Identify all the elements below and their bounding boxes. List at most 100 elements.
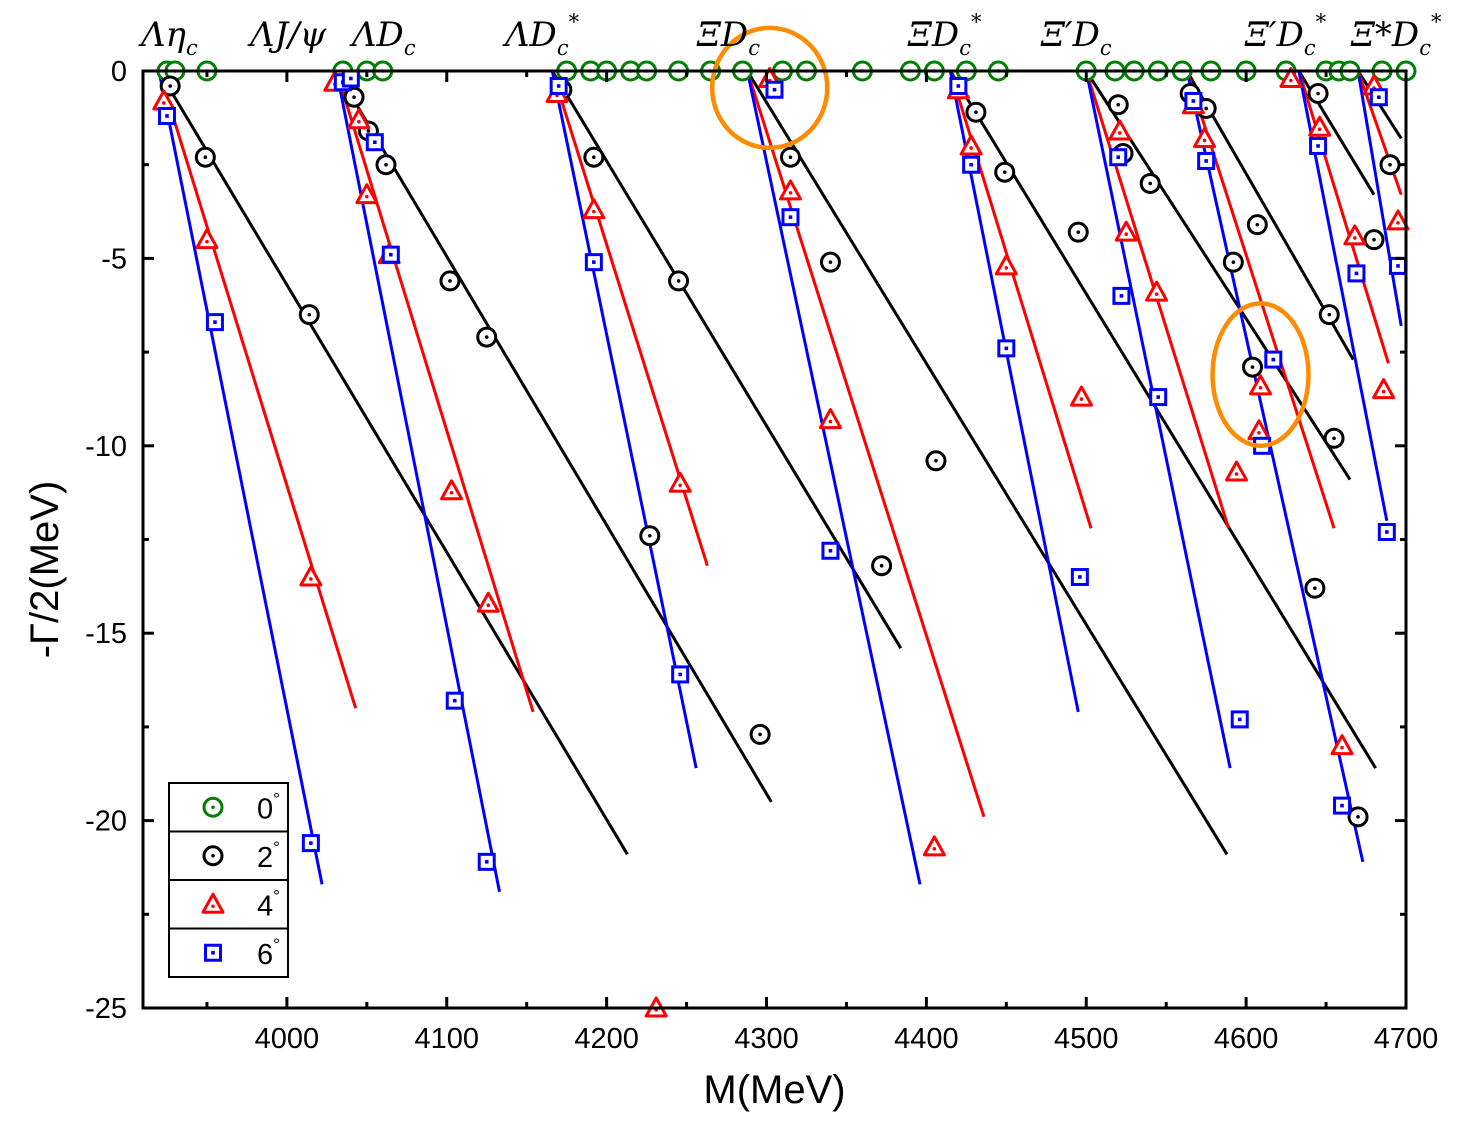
fit-line — [157, 70, 324, 885]
data-point-dot — [1116, 155, 1121, 160]
data-point-dot — [203, 155, 208, 160]
data-point — [1249, 374, 1273, 396]
data-point-dot — [373, 140, 377, 145]
fit-line — [1084, 70, 1232, 769]
data-point-dot — [828, 548, 833, 553]
data-point — [347, 108, 371, 130]
data-point-dot — [828, 419, 833, 424]
y-tick-label: -15 — [85, 618, 127, 650]
data-point-dot — [352, 95, 356, 100]
plot-frame — [141, 69, 1408, 1010]
fit-line — [745, 70, 922, 885]
data-point-dot — [1078, 575, 1082, 579]
x-tick-label: 4500 — [1054, 1023, 1119, 1055]
data-point-dot — [1079, 397, 1084, 401]
data-point-dot — [1381, 389, 1386, 394]
data-point — [476, 591, 500, 613]
data-point-dot — [1237, 717, 1242, 722]
data-point-dot — [1271, 357, 1276, 362]
fit-line — [948, 70, 1080, 713]
data-point-dot — [349, 76, 353, 81]
data-point-dot — [879, 563, 884, 568]
data-point-dot — [1332, 436, 1336, 441]
data-point-dot — [676, 279, 681, 283]
legend-label: 6° — [257, 935, 280, 971]
data-point-dot — [1191, 99, 1196, 103]
threshold-label: ΛDc — [349, 15, 416, 60]
fit-line — [550, 70, 903, 649]
data-point-dot — [1396, 264, 1400, 268]
legend-label: 0° — [257, 789, 280, 825]
data-point-dot — [1076, 230, 1081, 234]
data-point — [778, 179, 802, 201]
y-tick-label: -20 — [85, 806, 127, 838]
data-point-dot — [1353, 236, 1357, 240]
data-point-dot — [1354, 271, 1359, 276]
threshold-label: ΛDc* — [502, 10, 580, 60]
x-axis-title: M(MeV) — [703, 1068, 845, 1112]
data-point-dot — [1202, 138, 1207, 143]
y-tick-label: -10 — [85, 431, 127, 463]
data-point — [440, 479, 464, 501]
data-point-dot — [309, 841, 313, 845]
data-point-dot — [974, 110, 978, 115]
data-point-dot — [1396, 221, 1400, 225]
y-tick-label: -5 — [101, 243, 127, 275]
data-point-dot — [788, 191, 793, 195]
data-point-dot — [484, 860, 489, 864]
legend-marker-dot — [211, 904, 215, 909]
data-point-dot — [678, 672, 682, 677]
data-point-dot — [1289, 78, 1293, 83]
data-point — [1279, 66, 1303, 88]
data-point — [1145, 280, 1169, 302]
data-point-dot — [1118, 131, 1122, 135]
fit-line — [157, 70, 629, 856]
fit-line — [335, 70, 773, 803]
data-point-dot — [1258, 386, 1263, 390]
fit-line — [550, 70, 698, 769]
threshold-label: ΞDc* — [907, 10, 982, 60]
data-point — [818, 408, 842, 430]
data-point-dot — [934, 458, 938, 463]
data-point-dot — [1257, 431, 1261, 435]
data-point-dot — [448, 279, 452, 283]
data-point-dot — [788, 155, 793, 160]
data-point-dot — [1234, 472, 1239, 476]
data-point-dot — [205, 239, 209, 244]
data-point-dot — [1119, 294, 1124, 298]
data-point-dot — [956, 84, 961, 88]
data-point-dot — [384, 162, 388, 167]
data-point — [1343, 224, 1367, 246]
data-point-dot — [1231, 260, 1236, 264]
data-point-dot — [365, 194, 369, 199]
data-point-dot — [1377, 95, 1381, 100]
fit-line — [335, 70, 535, 713]
data-point-dot — [969, 146, 973, 150]
fit-line — [746, 70, 1229, 856]
data-point — [1372, 378, 1396, 400]
data-point — [1193, 126, 1217, 148]
data-point-dot — [828, 260, 833, 264]
x-tick-label: 4300 — [734, 1023, 799, 1055]
data-point-dot — [592, 155, 596, 160]
data-point-dot — [1316, 144, 1320, 148]
data-point-dot — [1340, 803, 1344, 808]
threshold-label: Ξ*Dc* — [1350, 10, 1442, 60]
data-point-dot — [1004, 266, 1009, 270]
data-point-dot — [1250, 365, 1255, 369]
data-point-dot — [1156, 395, 1160, 399]
fit-line — [334, 70, 501, 893]
data-point-dot — [1116, 102, 1121, 107]
data-point-dot — [389, 252, 393, 257]
data-point-dot — [357, 119, 361, 124]
fit-line — [157, 70, 358, 709]
x-tick-label: 4100 — [415, 1023, 480, 1055]
highlight-ellipse — [1210, 301, 1311, 449]
data-point — [299, 565, 323, 587]
x-tick-label: 4600 — [1214, 1023, 1279, 1055]
data-point-dot — [1255, 222, 1260, 227]
data-point-dot — [1327, 312, 1332, 317]
data-point — [1225, 460, 1249, 482]
legend-marker-dot — [211, 805, 215, 810]
data-point-dot — [1340, 745, 1344, 750]
